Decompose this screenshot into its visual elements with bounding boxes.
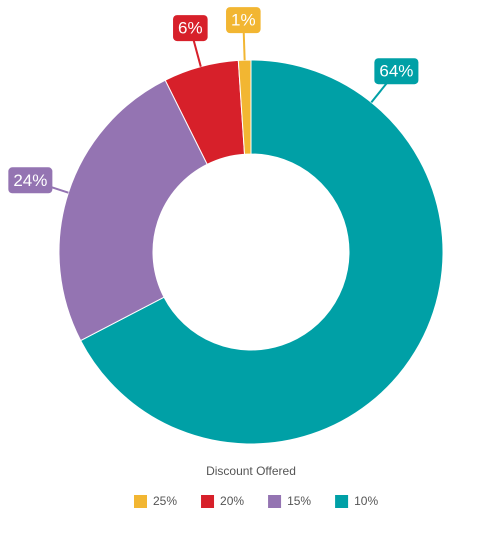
data-labels: 64% 24% 6% 1%	[8, 7, 419, 194]
data-label: 24%	[13, 171, 47, 190]
legend-swatch	[201, 495, 215, 508]
data-label: 6%	[178, 19, 203, 38]
slice	[79, 59, 444, 445]
slice	[58, 79, 208, 342]
legend-swatch	[134, 495, 147, 508]
label-box	[374, 58, 419, 85]
legend-label: 10%	[354, 494, 378, 508]
label-box	[8, 167, 53, 194]
legend-label: 25%	[153, 494, 177, 508]
legend-swatch	[335, 495, 349, 508]
legend-swatch	[268, 495, 282, 508]
legend-title: Discount Offered	[206, 464, 296, 478]
label-box	[173, 15, 208, 42]
data-label: 64%	[379, 62, 413, 81]
slices	[58, 59, 444, 445]
legend-label: 15%	[287, 494, 311, 508]
slice	[237, 59, 252, 155]
label-box	[226, 7, 261, 34]
data-label: 1%	[231, 11, 256, 30]
legend-label: 20%	[220, 494, 244, 508]
legend: 25% 20% 15% 10%	[134, 494, 378, 508]
